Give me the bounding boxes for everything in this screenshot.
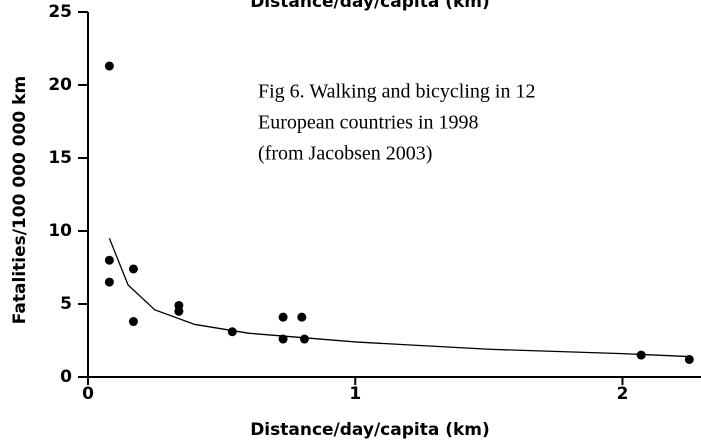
data-point	[104, 255, 114, 265]
y-axis-label: Fatalities/100 000 000 km	[10, 76, 30, 324]
data-point	[278, 312, 288, 322]
y-tick-label: 15	[48, 148, 72, 168]
y-tick-label: 25	[48, 2, 72, 22]
data-point	[297, 312, 307, 322]
x-tick-label: 0	[82, 384, 94, 404]
x-tick-label: 1	[349, 384, 361, 404]
y-tick-label: 10	[48, 221, 72, 241]
data-point	[299, 334, 309, 344]
x-tick-label: 2	[617, 384, 629, 404]
data-point	[104, 277, 114, 287]
data-point	[128, 317, 138, 327]
y-tick-label: 0	[60, 367, 72, 387]
annotation: European countries in 1998	[258, 112, 479, 134]
data-point	[128, 264, 138, 274]
data-point	[227, 327, 237, 337]
annotation: Fig 6. Walking and bicycling in 12	[258, 81, 535, 103]
x-axis-label: Distance/day/capita (km)	[250, 420, 490, 440]
data-point	[684, 354, 694, 364]
data-point	[104, 61, 114, 71]
data-point	[174, 306, 184, 316]
y-tick-label: 5	[60, 294, 72, 314]
annotation: (from Jacobsen 2003)	[258, 143, 432, 165]
y-tick-label: 20	[48, 75, 72, 95]
fit-curve	[108, 238, 690, 358]
top-label: Distance/day/capita (km)	[250, 0, 490, 12]
